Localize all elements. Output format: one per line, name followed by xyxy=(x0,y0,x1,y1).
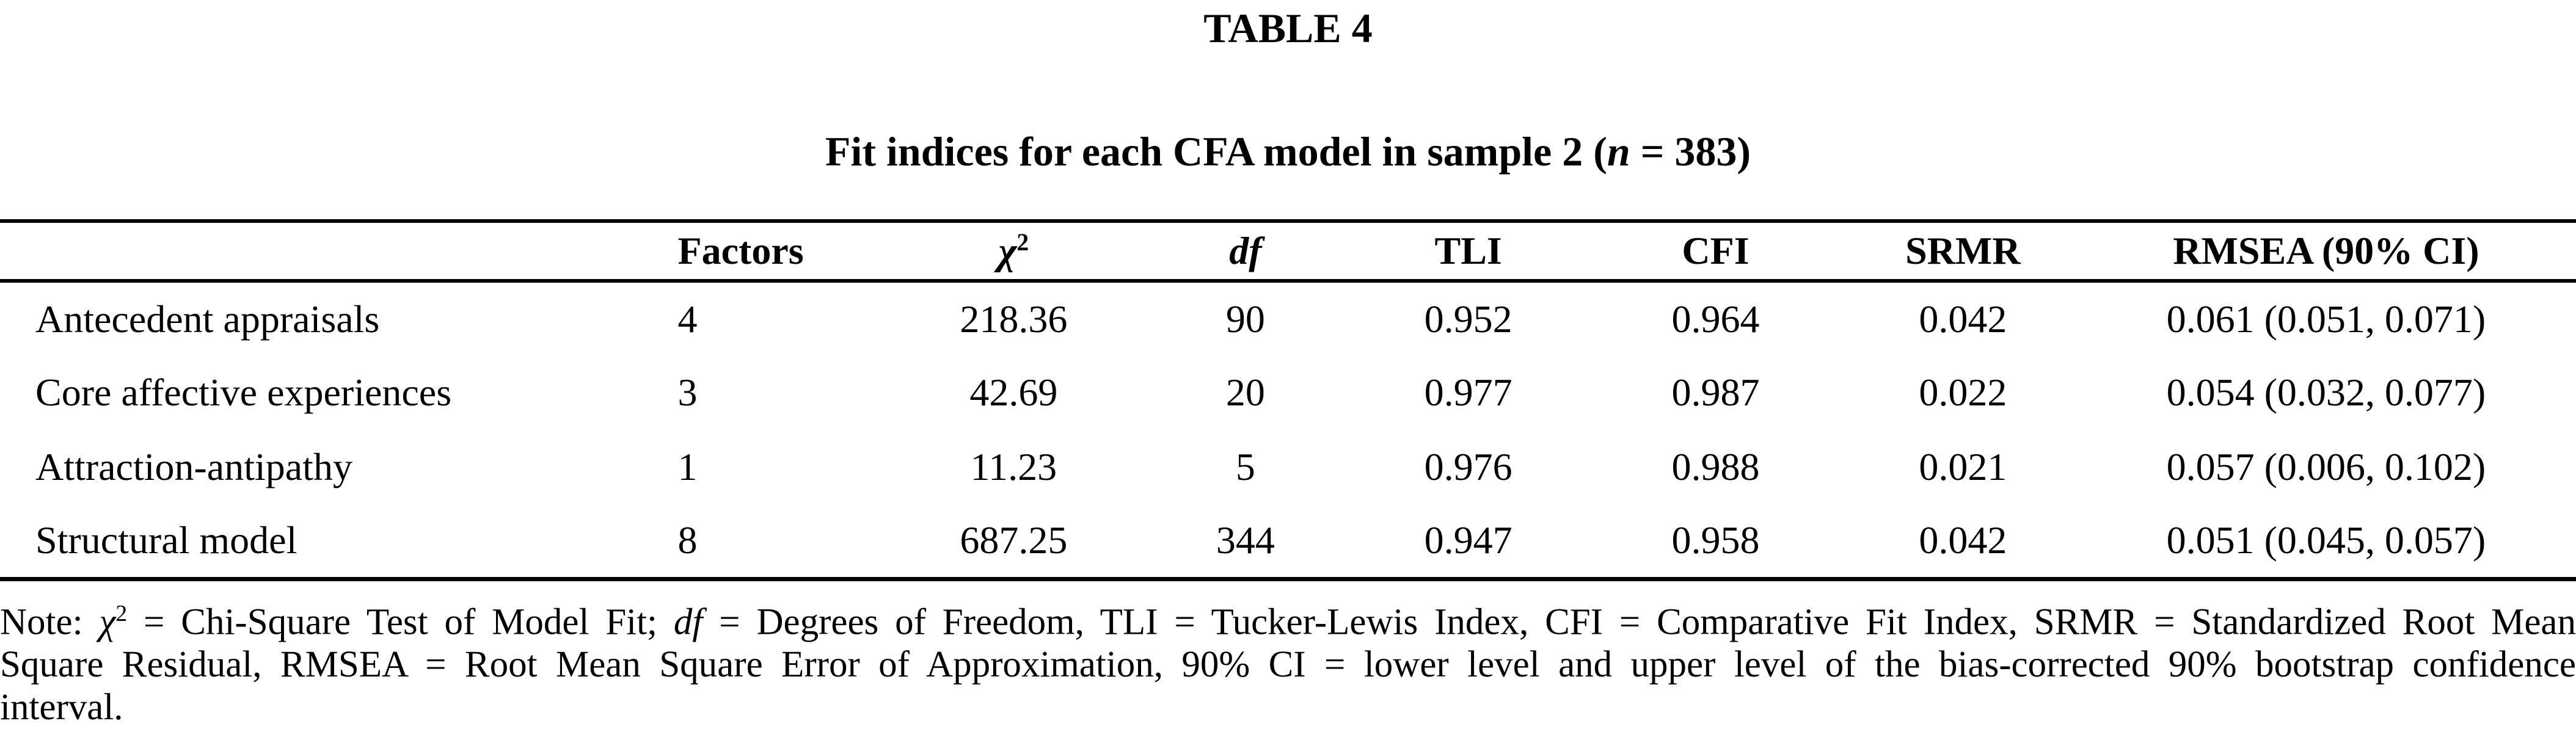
cell-rmsea: 0.054 (0.032, 0.077) xyxy=(2166,371,2486,414)
note-line-3: interval. xyxy=(0,686,123,728)
table-row: Attraction-antipathy 1 11.23 5 0.976 0.9… xyxy=(0,430,2576,504)
cell-model: Antecedent appraisals xyxy=(35,297,380,341)
col-header-srmr: SRMR xyxy=(1849,221,2076,283)
col-header-model xyxy=(0,221,660,283)
cell-df: 5 xyxy=(1235,445,1255,488)
cell-rmsea: 0.051 (0.045, 0.057) xyxy=(2166,518,2486,562)
cell-model: Core affective experiences xyxy=(35,371,452,414)
table-row: Structural model 8 687.25 344 0.947 0.95… xyxy=(0,504,2576,579)
cell-chi-square: 218.36 xyxy=(960,297,1068,341)
cell-chi-square: 11.23 xyxy=(970,445,1057,488)
cell-cfi: 0.958 xyxy=(1671,518,1760,562)
note-chi-symbol: χ xyxy=(99,601,116,642)
col-header-chi-square: χ2 xyxy=(891,221,1136,283)
note-line-2: Square Residual, RMSEA = Root Mean Squar… xyxy=(0,644,2576,685)
cell-factors: 8 xyxy=(677,518,698,562)
table-header-row: Factors χ2 df TLI CFI SRMR RMSEA (90% CI… xyxy=(0,221,2576,283)
cell-srmr: 0.042 xyxy=(1919,518,2007,562)
cell-df: 90 xyxy=(1225,297,1265,341)
caption-prefix: Fit indices for each CFA model in sample… xyxy=(825,128,1607,175)
note-prefix: Note: xyxy=(0,601,100,642)
cell-chi-square: 42.69 xyxy=(969,371,1058,414)
cell-factors: 1 xyxy=(677,445,698,488)
cell-srmr: 0.022 xyxy=(1919,371,2007,414)
cell-srmr: 0.042 xyxy=(1919,297,2007,341)
chi-symbol: χ xyxy=(998,229,1017,273)
note-line-1: Note: χ2 = Chi-Square Test of Model Fit;… xyxy=(0,592,2576,644)
cell-model: Attraction-antipathy xyxy=(35,445,352,488)
col-header-factors: Factors xyxy=(659,221,892,283)
note-segment: = Chi-Square Test of Model Fit; xyxy=(127,601,674,642)
table-note: Note: χ2 = Chi-Square Test of Model Fit;… xyxy=(0,592,2576,729)
cell-rmsea: 0.061 (0.051, 0.071) xyxy=(2166,297,2486,341)
cell-tli: 0.977 xyxy=(1424,371,1512,414)
cell-df: 20 xyxy=(1225,371,1265,414)
cell-factors: 4 xyxy=(677,297,698,341)
cell-tli: 0.952 xyxy=(1424,297,1512,341)
cell-tli: 0.947 xyxy=(1424,518,1512,562)
caption-suffix: = 383) xyxy=(1630,128,1751,175)
cell-chi-square: 687.25 xyxy=(960,518,1068,562)
cell-model: Structural model xyxy=(35,518,297,562)
col-header-rmsea: RMSEA (90% CI) xyxy=(2076,221,2576,283)
table-row: Core affective experiences 3 42.69 20 0.… xyxy=(0,355,2576,430)
chi-superscript: 2 xyxy=(1016,228,1029,256)
cell-cfi: 0.964 xyxy=(1671,297,1760,341)
cell-cfi: 0.987 xyxy=(1671,371,1760,414)
cell-srmr: 0.021 xyxy=(1919,445,2007,488)
col-header-cfi: CFI xyxy=(1582,221,1850,283)
table-number-title: TABLE 4 xyxy=(1203,5,1373,51)
cell-cfi: 0.988 xyxy=(1671,445,1760,488)
table-caption: Fit indices for each CFA model in sample… xyxy=(0,128,2576,175)
note-chi-superscript: 2 xyxy=(115,600,128,626)
note-segment: = Degrees of Freedom, TLI = Tucker-Lewis… xyxy=(702,601,2576,642)
cell-rmsea: 0.057 (0.006, 0.102) xyxy=(2166,445,2486,488)
cell-factors: 3 xyxy=(677,371,698,414)
col-header-tli: TLI xyxy=(1355,221,1582,283)
cell-df: 344 xyxy=(1216,518,1275,562)
fit-indices-table: Factors χ2 df TLI CFI SRMR RMSEA (90% CI… xyxy=(0,219,2576,581)
table-row: Antecedent appraisals 4 218.36 90 0.952 … xyxy=(0,281,2576,355)
caption-n-symbol: n xyxy=(1607,128,1630,175)
col-header-df: df xyxy=(1136,221,1356,283)
note-df-symbol: df xyxy=(673,601,703,642)
table-body: Antecedent appraisals 4 218.36 90 0.952 … xyxy=(0,281,2576,579)
cell-tli: 0.976 xyxy=(1424,445,1512,488)
